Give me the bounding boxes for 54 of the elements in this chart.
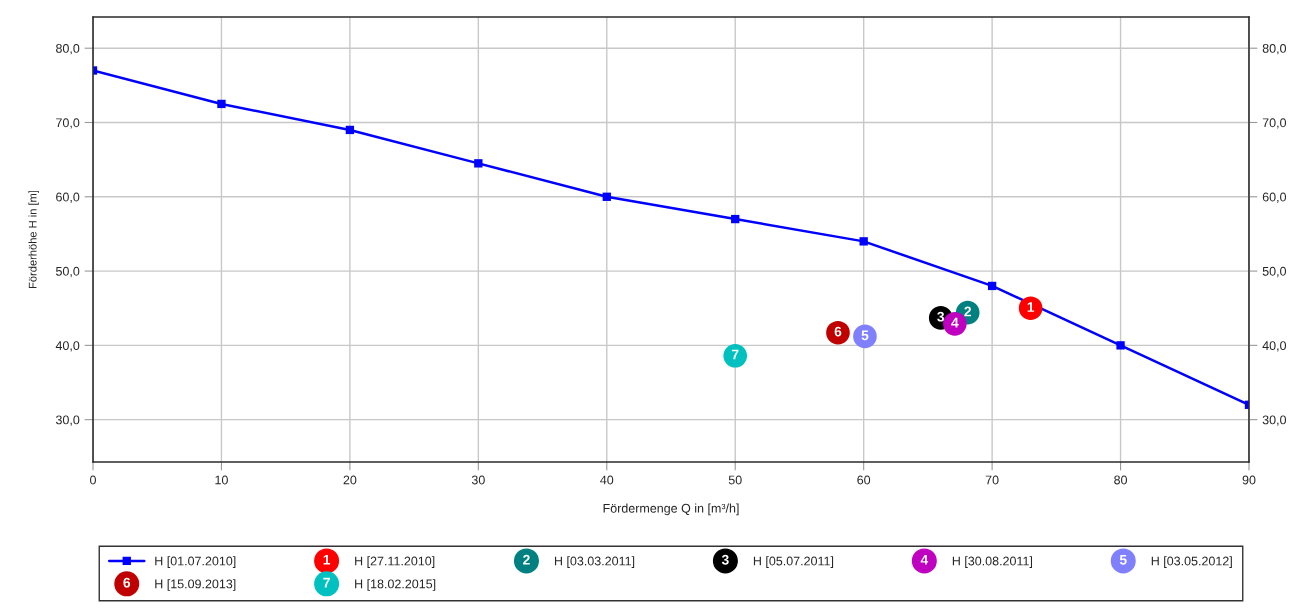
text: 6 xyxy=(123,577,131,588)
y2-tick-label: 60,0 xyxy=(1262,192,1287,203)
legend-label: H [01.07.2010] xyxy=(155,556,236,568)
x-tick-label: 80 xyxy=(1114,475,1128,485)
y-tick-label: 80,0 xyxy=(56,44,80,55)
y-tick-label: 60,0 xyxy=(56,192,80,203)
x-axis-title: Fördermenge Q in [m³/h] xyxy=(603,503,739,516)
legend-label: H [05.07.2011] xyxy=(753,556,834,568)
y2-tick-label: 40,0 xyxy=(1262,341,1287,352)
y2-tick-label: 70,0 xyxy=(1262,118,1287,129)
point xyxy=(474,159,483,168)
point xyxy=(1116,341,1125,350)
y2-tick-label: 30,0 xyxy=(1262,415,1287,426)
y-tick-label: 30,0 xyxy=(55,415,80,426)
point xyxy=(731,214,740,224)
point xyxy=(602,192,611,201)
annotation: 2 xyxy=(964,306,972,317)
text: 4 xyxy=(920,554,929,565)
y-axis-title: Förderhöhe H in [m] xyxy=(28,190,39,288)
annotation: 4 xyxy=(951,317,959,328)
text: 5 xyxy=(1119,554,1127,565)
point xyxy=(987,281,997,291)
annotation: 7 xyxy=(731,349,739,360)
x-tick-label: 60 xyxy=(857,475,871,485)
text: 3 xyxy=(721,554,729,565)
y-tick-label: 50,0 xyxy=(55,266,80,278)
legend-label: H [30.08.2011] xyxy=(952,556,1033,568)
x-tick-label: 50 xyxy=(728,475,742,485)
annotation: 3 xyxy=(937,311,945,322)
legend-label: H [18.02.2015] xyxy=(355,579,436,591)
x-tick-label: 90 xyxy=(1242,475,1256,485)
x-tick-label: 70 xyxy=(985,475,999,485)
annotation: 5 xyxy=(861,330,869,341)
legend-label: H [27.11.2010] xyxy=(355,556,435,568)
x-tick-label: 10 xyxy=(215,475,228,485)
text: 1 xyxy=(323,554,331,565)
legend-label: H [03.05.2012] xyxy=(1151,556,1232,568)
x-tick-label: 30 xyxy=(471,475,485,485)
y-tick-label: 40,0 xyxy=(55,341,80,352)
point xyxy=(859,237,868,246)
text: 2 xyxy=(523,554,530,565)
point xyxy=(345,125,355,135)
legend-label: H [15.09.2013] xyxy=(155,579,236,591)
text: 7 xyxy=(323,577,330,588)
y2-tick-label: 80,0 xyxy=(1262,44,1287,55)
x-tick-label: 40 xyxy=(600,475,614,485)
y2-tick-label: 50,0 xyxy=(1262,266,1287,278)
annotation: 1 xyxy=(1027,302,1035,312)
x-tick-label: 20 xyxy=(343,475,357,485)
legend-label: H [03.03.2011] xyxy=(554,556,635,568)
x-tick-label: 0 xyxy=(90,475,96,485)
annotation: 6 xyxy=(834,326,842,337)
y-tick-label: 70,0 xyxy=(56,118,80,129)
point xyxy=(217,99,226,109)
